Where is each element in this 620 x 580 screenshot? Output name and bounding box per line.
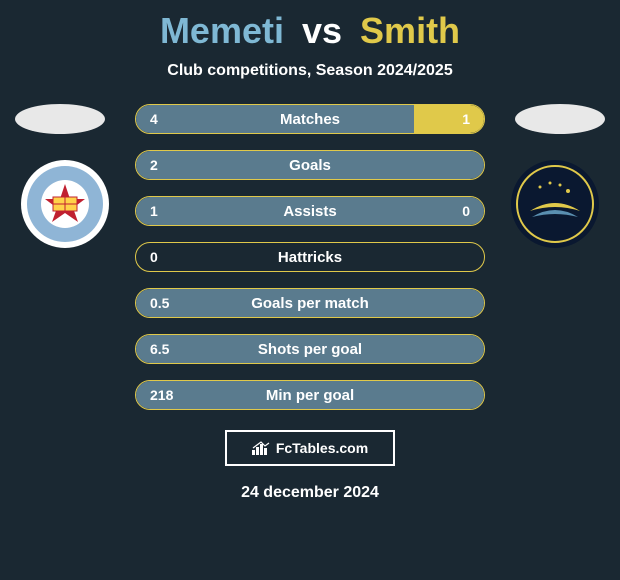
stat-value-left: 6.5: [150, 341, 169, 357]
main-content: 4 Matches 1 2 Goals 1 Assists 0 0 Hattricks 0.5 Goa…: [0, 104, 620, 502]
stat-label: Assists: [283, 203, 336, 220]
stat-value-left: 1: [150, 203, 158, 219]
stat-label: Matches: [280, 111, 340, 128]
stat-fill-left: [136, 105, 414, 133]
subtitle: Club competitions, Season 2024/2025: [0, 62, 620, 80]
stat-value-left: 4: [150, 111, 158, 127]
stat-row: 1 Assists 0: [135, 196, 485, 226]
stat-row: 0 Hattricks: [135, 242, 485, 272]
stat-row: 6.5 Shots per goal: [135, 334, 485, 364]
stat-fill-right: [414, 105, 484, 133]
comparison-title: Memeti vs Smith: [0, 0, 620, 52]
comparison-date: 24 december 2024: [0, 484, 620, 502]
stat-value-left: 0.5: [150, 295, 169, 311]
stat-value-right: 1: [462, 111, 470, 127]
stat-row: 4 Matches 1: [135, 104, 485, 134]
brand-text: FcTables.com: [276, 440, 368, 456]
stat-value-left: 2: [150, 157, 158, 173]
brand-badge[interactable]: FcTables.com: [225, 430, 395, 466]
stats-bars: 4 Matches 1 2 Goals 1 Assists 0 0 Hattricks 0.5 Goa…: [135, 104, 485, 410]
stat-label: Shots per goal: [258, 341, 362, 358]
stat-row: 2 Goals: [135, 150, 485, 180]
player1-face-placeholder: [15, 104, 105, 134]
stat-value-left: 218: [150, 387, 173, 403]
stat-row: 218 Min per goal: [135, 380, 485, 410]
stat-value-right: 0: [462, 203, 470, 219]
stat-label: Goals per match: [251, 295, 369, 312]
vs-text: vs: [302, 10, 342, 51]
player1-club-crest: [20, 159, 110, 249]
brand-chart-icon: [252, 441, 270, 455]
player2-name: Smith: [360, 10, 460, 51]
stat-label: Goals: [289, 157, 331, 174]
stat-label: Min per goal: [266, 387, 354, 404]
player1-name: Memeti: [160, 10, 284, 51]
player2-club-crest: [510, 159, 600, 249]
player2-face-placeholder: [515, 104, 605, 134]
stat-label: Hattricks: [278, 249, 342, 266]
stat-value-left: 0: [150, 249, 158, 265]
stat-row: 0.5 Goals per match: [135, 288, 485, 318]
